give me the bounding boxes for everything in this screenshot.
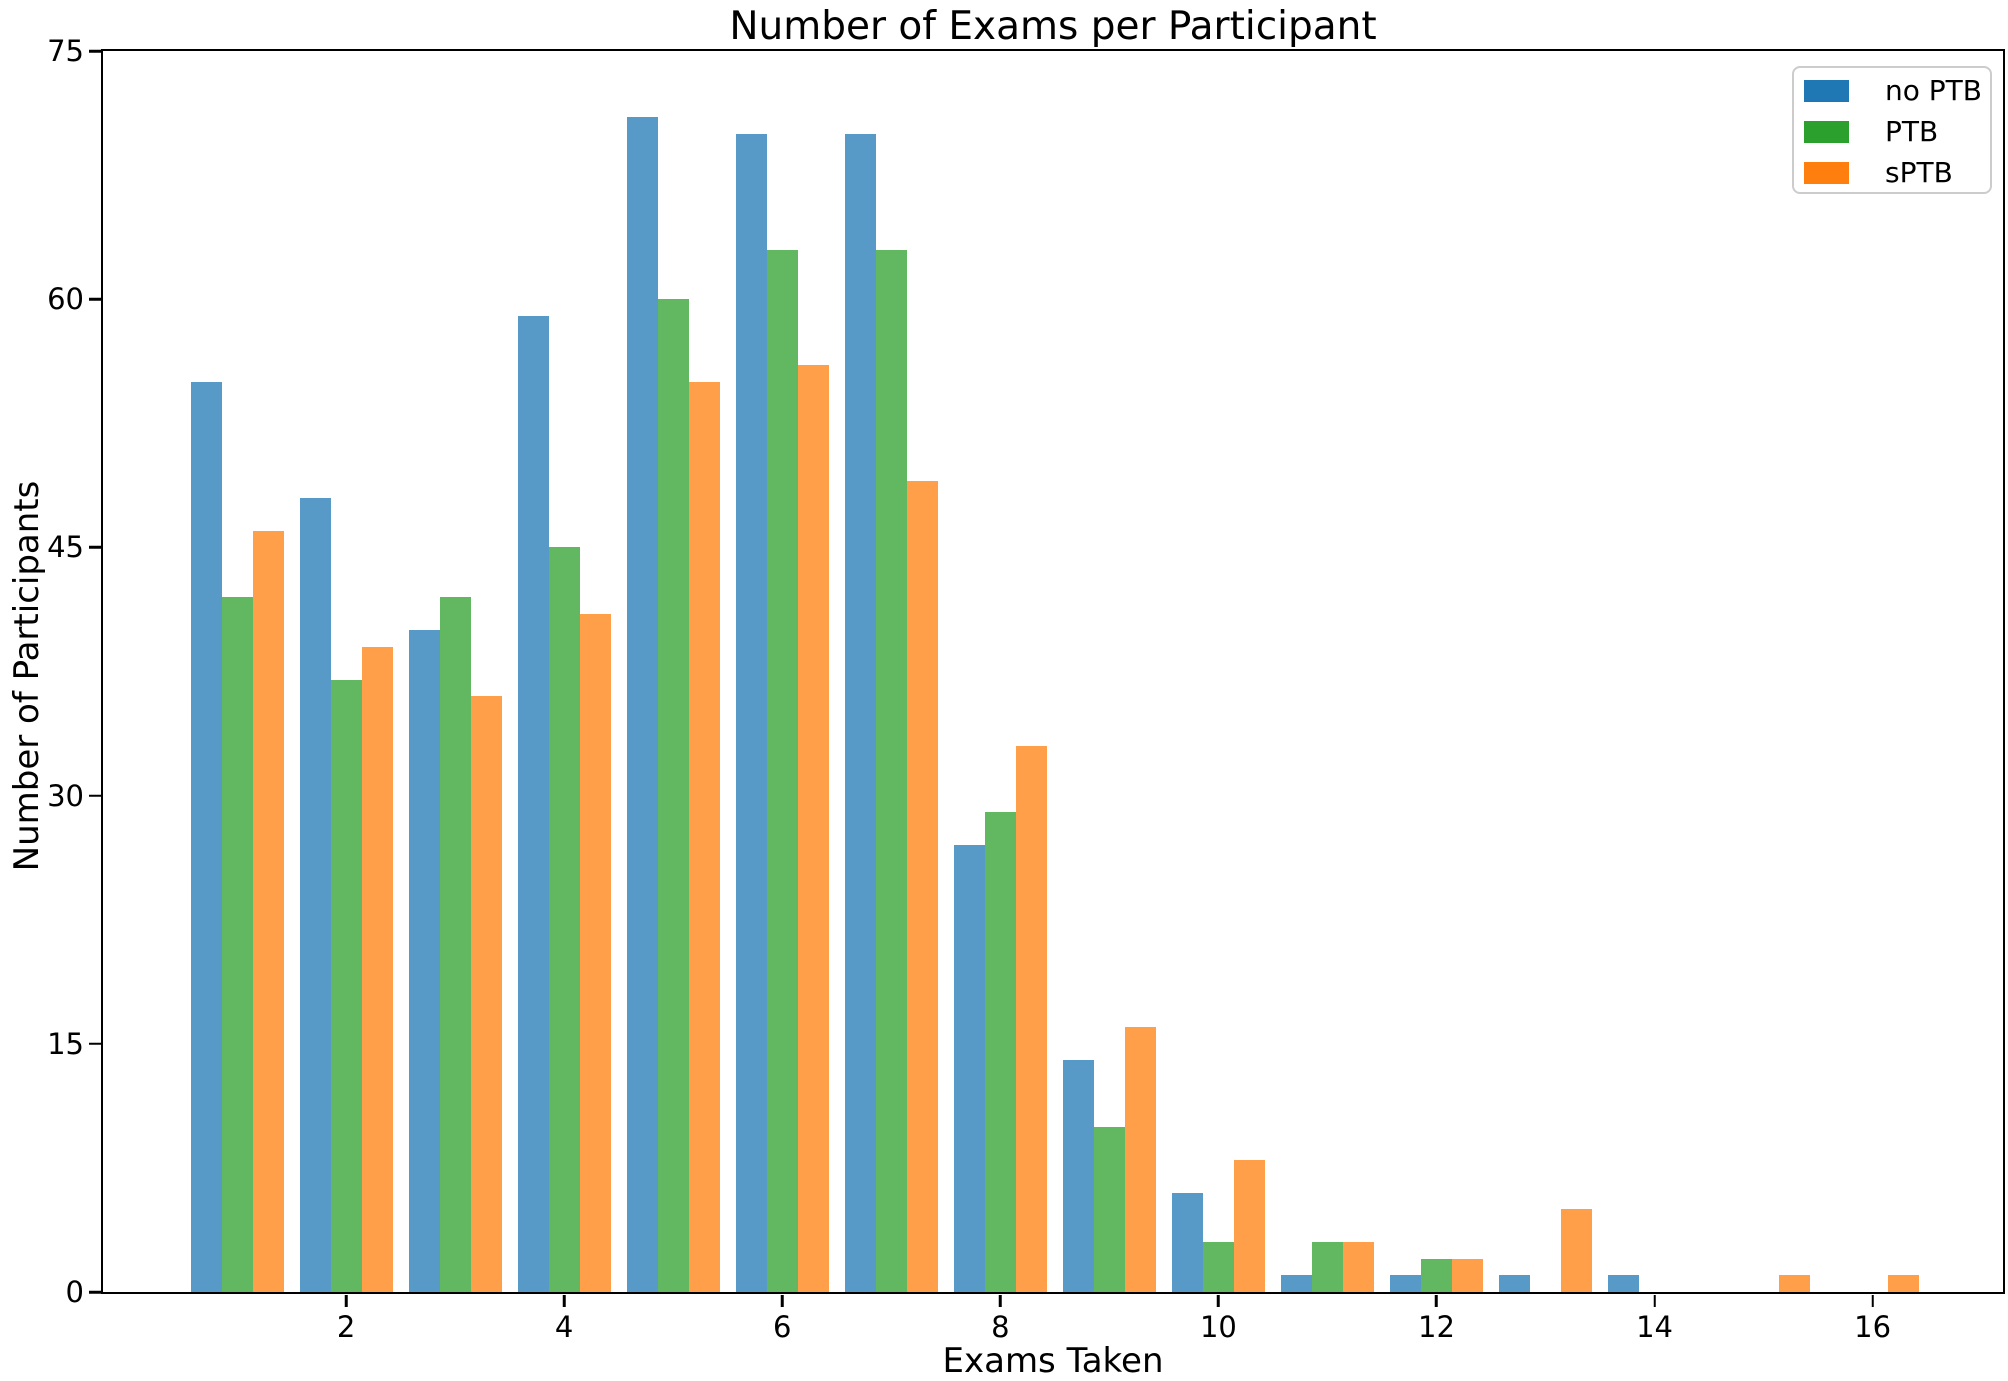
bar-no-PTB-x4 [517, 315, 549, 1292]
bar-PTB-x9 [1093, 1126, 1125, 1292]
x-axis-label: Exams Taken [942, 1341, 1164, 1381]
bar-sPTB-x3 [470, 696, 502, 1292]
bar-sPTB-x11 [1342, 1242, 1374, 1292]
x-tick-label: 16 [1854, 1310, 1892, 1344]
bar-no-PTB-x5 [626, 117, 658, 1292]
y-tick-label: 15 [47, 1026, 84, 1061]
x-tick-label: 8 [991, 1310, 1010, 1344]
y-tick-mark [88, 794, 101, 797]
legend-swatch [1804, 79, 1849, 102]
legend-item-PTB: PTB [1804, 111, 1990, 152]
legend-label: no PTB [1885, 73, 1982, 107]
bar-PTB-x11 [1311, 1242, 1343, 1292]
y-tick-mark [88, 546, 101, 549]
bar-PTB-x6 [766, 249, 798, 1292]
bar-PTB-x2 [330, 679, 362, 1292]
bar-no-PTB-x3 [408, 630, 440, 1292]
bar-no-PTB-x8 [953, 845, 985, 1292]
bar-PTB-x1 [221, 597, 253, 1292]
bar-sPTB-x13 [1561, 1209, 1593, 1292]
bar-no-PTB-x2 [299, 497, 331, 1292]
bar-sPTB-x9 [1124, 1027, 1156, 1292]
x-tick-mark [1871, 1294, 1874, 1307]
y-tick-label: 75 [47, 34, 84, 68]
chart-title: Number of Exams per Participant [729, 4, 1377, 49]
bar-no-PTB-x13 [1499, 1275, 1531, 1292]
bar-sPTB-x2 [361, 646, 393, 1292]
plot-area [103, 51, 2003, 1292]
x-tick-label: 10 [1199, 1310, 1237, 1344]
y-tick-mark [88, 1290, 101, 1294]
bar-sPTB-x5 [688, 381, 720, 1292]
bar-sPTB-x4 [579, 613, 611, 1292]
x-tick-label: 2 [336, 1310, 356, 1344]
legend: no PTB PTB sPTB [1792, 66, 1992, 194]
bar-sPTB-x8 [1015, 745, 1047, 1292]
bar-sPTB-x6 [797, 365, 829, 1292]
x-tick-mark [1435, 1294, 1438, 1307]
bar-sPTB-x1 [252, 530, 284, 1292]
y-tick-label: 45 [47, 530, 84, 565]
bar-PTB-x5 [657, 299, 689, 1292]
bar-no-PTB-x10 [1171, 1192, 1203, 1292]
bar-sPTB-x7 [906, 481, 938, 1292]
y-tick-label: 30 [47, 778, 84, 813]
x-tick-mark [344, 1294, 348, 1307]
bar-no-PTB-x1 [190, 381, 222, 1292]
y-tick-mark [88, 49, 101, 53]
x-tick-label: 14 [1636, 1310, 1673, 1344]
bar-PTB-x4 [548, 547, 580, 1292]
bar-PTB-x8 [984, 812, 1016, 1292]
y-axis-label: Number of Participants [7, 480, 47, 872]
bar-no-PTB-x9 [1062, 1060, 1094, 1292]
bar-sPTB-x10 [1233, 1159, 1265, 1292]
bar-sPTB-x12 [1451, 1258, 1483, 1292]
bar-PTB-x12 [1420, 1258, 1452, 1292]
bar-no-PTB-x7 [844, 133, 876, 1292]
y-tick-label: 0 [65, 1275, 84, 1309]
bar-PTB-x10 [1202, 1242, 1234, 1292]
x-tick-label: 4 [554, 1310, 574, 1344]
legend-swatch [1804, 161, 1849, 184]
bar-sPTB-x16 [1888, 1275, 1920, 1292]
x-tick-mark [780, 1294, 784, 1307]
x-tick-mark [1653, 1294, 1656, 1307]
x-tick-mark [999, 1294, 1002, 1307]
y-tick-mark [88, 1042, 101, 1046]
legend-item-sPTB: sPTB [1804, 152, 1990, 193]
x-tick-label: 6 [773, 1310, 792, 1344]
bar-PTB-x3 [439, 597, 471, 1292]
bar-no-PTB-x14 [1608, 1275, 1640, 1292]
bar-no-PTB-x6 [735, 133, 767, 1292]
bar-no-PTB-x11 [1280, 1275, 1312, 1292]
bar-sPTB-x15 [1779, 1275, 1811, 1292]
x-tick-label: 12 [1418, 1310, 1455, 1344]
bar-no-PTB-x12 [1389, 1275, 1421, 1292]
x-tick-mark [562, 1294, 566, 1307]
y-tick-label: 60 [47, 282, 84, 317]
legend-label: PTB [1885, 114, 1939, 148]
legend-label: sPTB [1885, 155, 1953, 189]
y-tick-mark [88, 297, 101, 301]
legend-item-no-PTB: no PTB [1804, 70, 1990, 111]
x-tick-mark [1217, 1294, 1220, 1307]
legend-swatch [1804, 120, 1849, 143]
bar-PTB-x7 [875, 249, 907, 1292]
